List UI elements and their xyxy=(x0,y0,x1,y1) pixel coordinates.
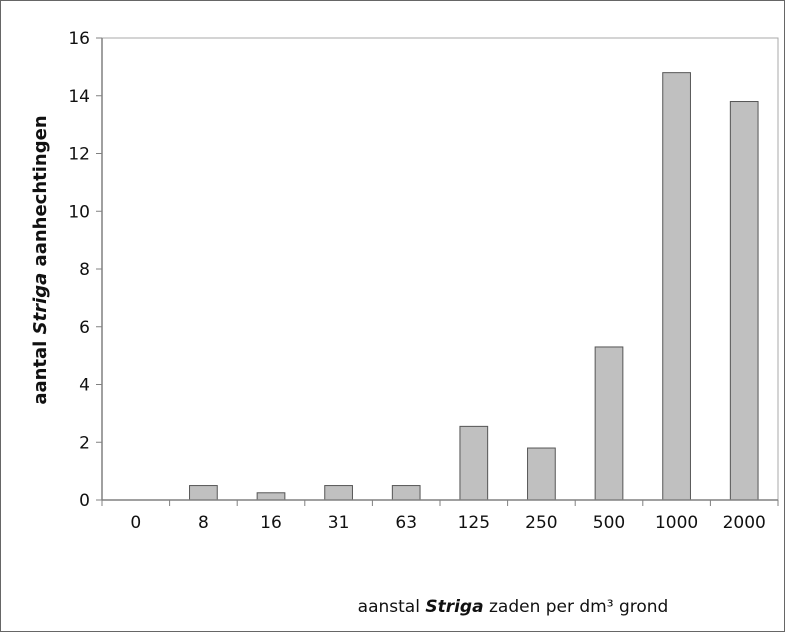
bar-8 xyxy=(189,485,218,501)
y-axis-title-em: Striga xyxy=(30,273,51,335)
y-axis-title-pre: aantal xyxy=(30,334,51,404)
x-axis-title-post: zaden per dm³ grond xyxy=(484,597,669,617)
x-tick-label-1000: 1000 xyxy=(655,513,698,533)
bar-63 xyxy=(391,485,421,501)
bar-16 xyxy=(256,492,286,501)
x-tick-label-250: 250 xyxy=(525,513,557,533)
y-tick-label-2: 2 xyxy=(79,433,90,453)
y-axis-title-post: aanhechtingen xyxy=(30,115,51,272)
y-axis-ticks xyxy=(96,37,102,501)
x-axis-tick-labels: 0 8 16 31 63 125 250 500 1000 2000 xyxy=(130,513,765,533)
x-tick-label-8: 8 xyxy=(198,513,209,533)
y-axis-title: aantal Striga aanhechtingen xyxy=(30,115,51,404)
y-tick-label-0: 0 xyxy=(79,491,90,511)
y-axis-tick-labels: 0 2 4 6 8 10 12 14 16 xyxy=(68,29,90,511)
y-tick-label-12: 12 xyxy=(68,145,90,165)
x-tick-label-0: 0 xyxy=(130,513,141,533)
bar-31 xyxy=(324,485,353,501)
x-tick-label-31: 31 xyxy=(328,513,350,533)
x-tick-label-500: 500 xyxy=(593,513,625,533)
bar-1000 xyxy=(662,72,691,501)
bar-250 xyxy=(527,447,556,501)
x-axis-title-pre: aanstal xyxy=(358,597,426,617)
y-tick-label-10: 10 xyxy=(68,202,90,222)
x-tick-label-16: 16 xyxy=(260,513,282,533)
x-axis-ticks xyxy=(101,500,779,506)
y-tick-label-4: 4 xyxy=(79,376,90,396)
x-tick-label-63: 63 xyxy=(395,513,417,533)
bar-500 xyxy=(594,346,624,501)
x-tick-label-2000: 2000 xyxy=(723,513,766,533)
bar-series xyxy=(189,72,759,501)
y-tick-label-8: 8 xyxy=(79,260,90,280)
y-tick-label-6: 6 xyxy=(79,318,90,338)
bar-125 xyxy=(459,425,489,501)
x-axis-title-em: Striga xyxy=(425,597,483,617)
bar-2000 xyxy=(729,101,759,501)
x-tick-label-125: 125 xyxy=(458,513,490,533)
y-tick-label-16: 16 xyxy=(68,29,90,49)
x-axis-title: aanstal Striga zaden per dm³ grond xyxy=(358,597,669,617)
y-tick-label-14: 14 xyxy=(68,87,90,107)
